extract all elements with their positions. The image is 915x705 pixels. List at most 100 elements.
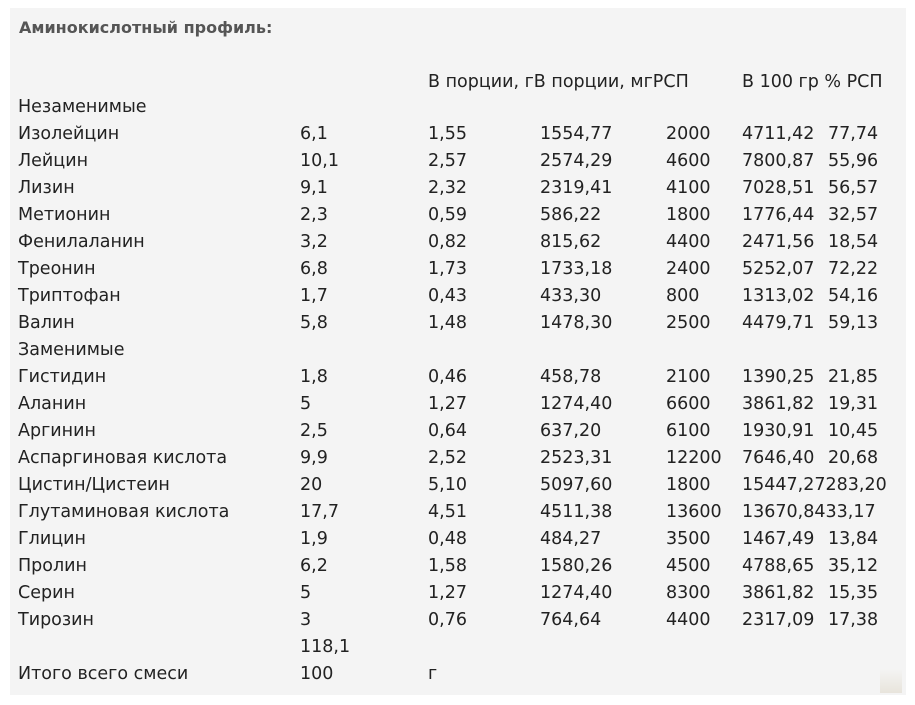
cell-c2: 1,48 bbox=[428, 313, 467, 333]
table-row: Изолейцин 6,1 1,55 1554,77 2000 4711,42 77,74 bbox=[10, 121, 906, 148]
cell-c1: 6,8 bbox=[300, 259, 328, 279]
cell-c6: 56,57 bbox=[828, 178, 879, 198]
cell-c6: 32,57 bbox=[828, 205, 879, 225]
cell-c5: 7800,87 bbox=[742, 151, 815, 171]
table-row: Аланин 5 1,27 1274,40 6600 3861,82 19,31 bbox=[10, 391, 906, 418]
cell-c0: Треонин bbox=[18, 259, 96, 279]
cell-c0: Тирозин bbox=[18, 610, 94, 630]
cell-c0: Незаменимые bbox=[18, 97, 147, 117]
cell-c2: 0,46 bbox=[428, 367, 467, 387]
cell-c5: 3861,82 bbox=[742, 583, 815, 603]
cell-c5: 4479,71 bbox=[742, 313, 815, 333]
amino-acid-table-panel: Аминокислотный профиль: В порции, гВ пор… bbox=[10, 8, 906, 695]
cell-c6: 17,38 bbox=[828, 610, 879, 630]
cell-c2: 5,10 bbox=[428, 475, 467, 495]
cell-c6: 59,13 bbox=[828, 313, 879, 333]
cell-c3: 4511,38 bbox=[540, 502, 613, 522]
table-row: Глицин 1,9 0,48 484,27 3500 1467,49 13,84 bbox=[10, 526, 906, 553]
cell-c1: 5 bbox=[300, 583, 312, 603]
cell-c6: 72,22 bbox=[828, 259, 879, 279]
cell-c5: 1467,49 bbox=[742, 529, 815, 549]
cell-c4: 6600 bbox=[666, 394, 711, 414]
cell-c2: 1,73 bbox=[428, 259, 467, 279]
cell-c2: 2,52 bbox=[428, 448, 467, 468]
header-row: В порции, гВ порции, мгРСП В 100 гр % РС… bbox=[10, 69, 906, 96]
header-portion: В порции, гВ порции, мгРСП bbox=[428, 72, 689, 92]
cell-c4: 2100 bbox=[666, 367, 711, 387]
cell-c5: 1776,44 bbox=[742, 205, 815, 225]
table-row: Аспаргиновая кислота 9,9 2,52 2523,31 12200 7… bbox=[10, 445, 906, 472]
cell-c3: 1580,26 bbox=[540, 556, 613, 576]
cell-c6: 77,74 bbox=[828, 124, 879, 144]
cell-c2: 0,59 bbox=[428, 205, 467, 225]
cell-c5: 1930,91 bbox=[742, 421, 815, 441]
cell-c4: 1800 bbox=[666, 205, 711, 225]
table-row: Пролин 6,2 1,58 1580,26 4500 4788,65 35,12 bbox=[10, 553, 906, 580]
cell-c4: 2400 bbox=[666, 259, 711, 279]
cell-c3: 1478,30 bbox=[540, 313, 613, 333]
cell-c2: 0,76 bbox=[428, 610, 467, 630]
cell-c1: 3,2 bbox=[300, 232, 328, 252]
table-row: Серин 5 1,27 1274,40 8300 3861,82 15,35 bbox=[10, 580, 906, 607]
cell-c4: 2500 bbox=[666, 313, 711, 333]
cell-c4: 3500 bbox=[666, 529, 711, 549]
cell-c3: 1733,18 bbox=[540, 259, 613, 279]
cell-c5: 1390,25 bbox=[742, 367, 815, 387]
cell-c6: 13,84 bbox=[828, 529, 879, 549]
table-row: Метионин 2,3 0,59 586,22 1800 1776,44 32,57 bbox=[10, 202, 906, 229]
cell-c0: Пролин bbox=[18, 556, 87, 576]
cell-c0: Метионин bbox=[18, 205, 111, 225]
cell-c0: Цистин/Цистеин bbox=[18, 475, 170, 495]
cell-c4: 6100 bbox=[666, 421, 711, 441]
cell-c5: 7646,40 bbox=[742, 448, 815, 468]
table-row: Глутаминовая кислота 17,7 4,51 4511,38 13600… bbox=[10, 499, 906, 526]
cell-c0: Аргинин bbox=[18, 421, 96, 441]
cell-c6: 19,31 bbox=[828, 394, 879, 414]
cell-c1: 17,7 bbox=[300, 502, 339, 522]
cell-c1: 5,8 bbox=[300, 313, 328, 333]
cell-c1: 3 bbox=[300, 610, 312, 630]
cell-c6: 15,35 bbox=[828, 583, 879, 603]
cell-c2: 2,57 bbox=[428, 151, 467, 171]
table-row: Валин 5,8 1,48 1478,30 2500 4479,71 59,13 bbox=[10, 310, 906, 337]
cell-c0: Глицин bbox=[18, 529, 86, 549]
cell-c2: 1,27 bbox=[428, 583, 467, 603]
cell-c4: 4100 bbox=[666, 178, 711, 198]
cell-c2: 0,43 bbox=[428, 286, 467, 306]
cell-c4: 2000 bbox=[666, 124, 711, 144]
table-row: Треонин 6,8 1,73 1733,18 2400 5252,07 72,22 bbox=[10, 256, 906, 283]
cell-c1: 20 bbox=[300, 475, 323, 495]
corner-decoration bbox=[880, 669, 902, 693]
cell-c1: 100 bbox=[300, 664, 334, 684]
cell-c4: 800 bbox=[666, 286, 700, 306]
table-row: Итого всего смеси 100 г bbox=[10, 661, 906, 688]
cell-c2: 4,51 bbox=[428, 502, 467, 522]
cell-c1: 118,1 bbox=[300, 637, 351, 657]
cell-c6: 54,16 bbox=[828, 286, 879, 306]
cell-c3: 764,64 bbox=[540, 610, 602, 630]
cell-c5: 4711,42 bbox=[742, 124, 815, 144]
cell-c0: Валин bbox=[18, 313, 75, 333]
cell-c4: 4500 bbox=[666, 556, 711, 576]
cell-c5: 2317,09 bbox=[742, 610, 815, 630]
cell-c3: 2574,29 bbox=[540, 151, 613, 171]
cell-c5: 4788,65 bbox=[742, 556, 815, 576]
cell-c0: Гистидин bbox=[18, 367, 107, 387]
cell-c2: 1,55 bbox=[428, 124, 467, 144]
cell-c0: Лейцин bbox=[18, 151, 89, 171]
cell-c5: 3861,82 bbox=[742, 394, 815, 414]
table-title: Аминокислотный профиль: bbox=[19, 18, 273, 37]
cell-c0: Аланин bbox=[18, 394, 87, 414]
cell-c3: 815,62 bbox=[540, 232, 602, 252]
cell-c0: Аспаргиновая кислота bbox=[18, 448, 228, 468]
cell-c0: Лизин bbox=[18, 178, 75, 198]
cell-c1: 6,1 bbox=[300, 124, 328, 144]
table-row: 118,1 bbox=[10, 634, 906, 661]
cell-c1: 10,1 bbox=[300, 151, 339, 171]
cell-c4: 1800 bbox=[666, 475, 711, 495]
cell-c2: 0,82 bbox=[428, 232, 467, 252]
table-row: Заменимые bbox=[10, 337, 906, 364]
table-row: Цистин/Цистеин 20 5,10 5097,60 1800 15447,272… bbox=[10, 472, 906, 499]
table-row: Триптофан 1,7 0,43 433,30 800 1313,02 54,16 bbox=[10, 283, 906, 310]
cell-c4: 4600 bbox=[666, 151, 711, 171]
